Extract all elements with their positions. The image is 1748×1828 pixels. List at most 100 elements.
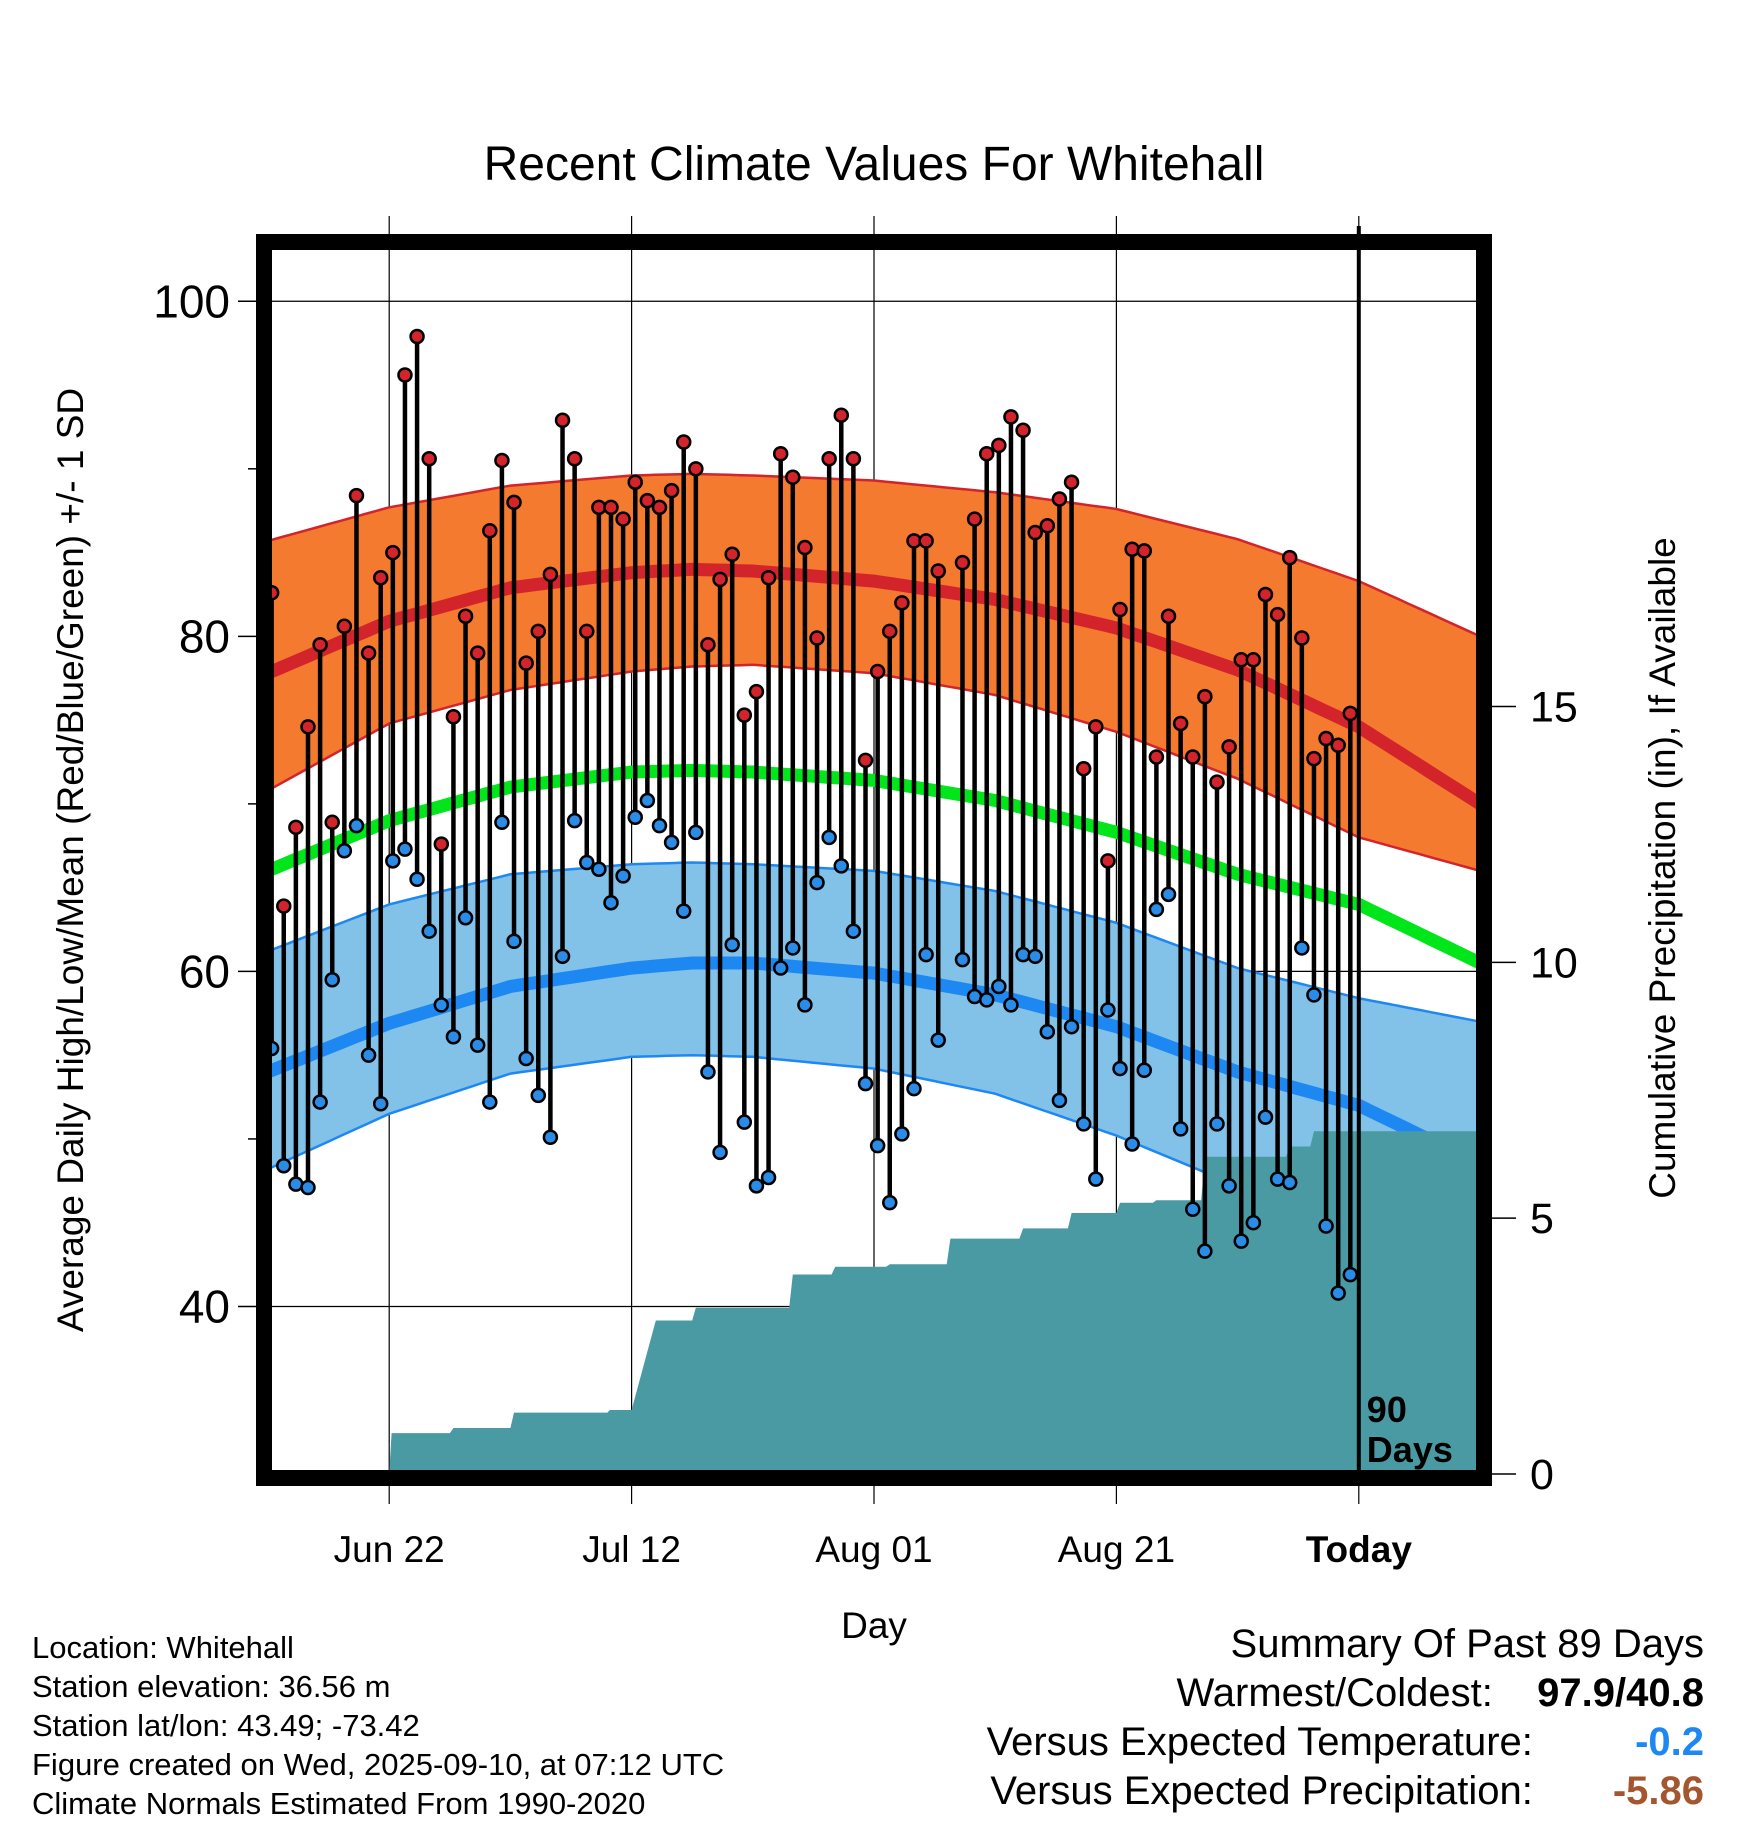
low-dot: [688, 824, 704, 841]
high-dot: [639, 492, 656, 509]
high-dot: [494, 452, 510, 469]
low-dot: [1063, 1018, 1080, 1035]
plot-frame: [256, 234, 1492, 1486]
y2-tick-label: 0: [1530, 1451, 1554, 1499]
low-dot: [506, 933, 522, 950]
low-dot: [675, 903, 692, 919]
low-dot: [409, 871, 425, 888]
high-dot: [312, 636, 328, 653]
temp-value: -0.2: [1635, 1720, 1704, 1764]
high-dot: [372, 569, 389, 586]
low-dot: [991, 978, 1007, 995]
high-dot: [360, 645, 377, 661]
low-dot: [1221, 1178, 1237, 1194]
high-dot: [397, 367, 413, 383]
high-dot: [1318, 730, 1334, 747]
info-location: Location: Whitehall: [32, 1630, 294, 1665]
x-tick-label: Aug 01: [815, 1529, 932, 1570]
high-dot: [894, 595, 910, 611]
low-dot: [748, 1178, 765, 1194]
low-dot: [336, 843, 353, 859]
high-dot: [882, 623, 898, 640]
high-dot: [700, 636, 716, 653]
high-dot: [1185, 749, 1201, 765]
info-elevation: Station elevation: 36.56 m: [32, 1669, 391, 1704]
low-dot: [833, 858, 850, 874]
high-dot: [445, 709, 462, 725]
daily-range-stems: [269, 336, 1353, 1294]
high-dot: [348, 487, 365, 504]
high-dot: [1039, 518, 1056, 534]
high-dot: [966, 511, 983, 527]
low-dot: [700, 1064, 716, 1080]
high-dot: [554, 412, 571, 428]
low-dot: [482, 1094, 498, 1110]
high-dot: [409, 328, 425, 345]
low-dot: [857, 1075, 874, 1092]
high-dot: [324, 814, 340, 831]
high-dot: [300, 719, 316, 735]
high-dot: [785, 469, 801, 485]
low-dot: [663, 834, 680, 851]
low-dot: [1075, 1116, 1092, 1132]
low-dot: [845, 923, 862, 939]
low-dot: [603, 894, 619, 911]
low-dot: [591, 861, 607, 877]
high-dot: [797, 539, 813, 556]
low-dot: [1197, 1243, 1213, 1259]
high-dot: [663, 482, 680, 499]
low-dot: [1257, 1109, 1274, 1125]
high-dot: [1003, 409, 1019, 425]
low-dot: [445, 1028, 462, 1045]
high-dot: [724, 546, 740, 563]
low-dot: [615, 868, 631, 884]
summary-temp-row: Versus Expected Temperature: -0.2: [987, 1718, 1704, 1767]
x-tick-label: Jul 12: [582, 1529, 681, 1570]
low-dot: [651, 817, 668, 834]
high-dot: [1221, 739, 1237, 755]
low-dot: [1088, 1171, 1104, 1187]
high-dot: [276, 898, 292, 914]
low-dot: [1281, 1174, 1298, 1191]
low-dot: [978, 992, 995, 1008]
warmest-value: 97.9/40.8: [1537, 1671, 1704, 1715]
low-dot: [1039, 1023, 1056, 1040]
high-dot: [1100, 853, 1116, 869]
high-dot: [615, 511, 631, 527]
precipitation-area: [268, 1131, 1480, 1474]
low-dot: [724, 936, 740, 953]
today-days-number: 90: [1367, 1389, 1407, 1430]
info-latlon: Station lat/lon: 43.49; -73.42: [32, 1708, 420, 1743]
low-dot: [372, 1096, 389, 1112]
low-dot: [809, 874, 825, 891]
low-dot: [433, 997, 450, 1013]
low-dot: [1136, 1062, 1153, 1079]
station-info: Location: Whitehall Station elevation: 3…: [32, 1628, 724, 1823]
daily-dots: [263, 328, 1359, 1301]
high-dot: [688, 461, 704, 477]
high-dot: [1051, 491, 1068, 507]
low-dot: [1209, 1116, 1225, 1132]
low-dot: [542, 1129, 559, 1146]
low-dot: [1185, 1201, 1201, 1218]
high-dot: [869, 663, 886, 680]
high-dot: [760, 569, 777, 586]
high-dot: [1257, 586, 1274, 603]
y-tick-label: 60: [179, 945, 230, 997]
high-dot: [603, 499, 619, 516]
high-dot: [1342, 705, 1359, 722]
y2-tick-label: 15: [1530, 684, 1578, 732]
y-tick-label: 100: [153, 275, 230, 327]
high-dot: [1197, 688, 1213, 705]
low-dot: [954, 951, 971, 968]
low-dot: [494, 814, 510, 831]
low-dot: [1245, 1214, 1262, 1231]
precip-label: Versus Expected Precipitation:: [990, 1769, 1533, 1813]
low-dot: [300, 1179, 316, 1196]
low-dot: [1306, 987, 1322, 1003]
high-dot: [530, 623, 547, 640]
high-dot: [506, 494, 522, 511]
low-dot: [1160, 886, 1177, 903]
low-dot: [1233, 1233, 1249, 1249]
low-dot: [918, 946, 934, 963]
